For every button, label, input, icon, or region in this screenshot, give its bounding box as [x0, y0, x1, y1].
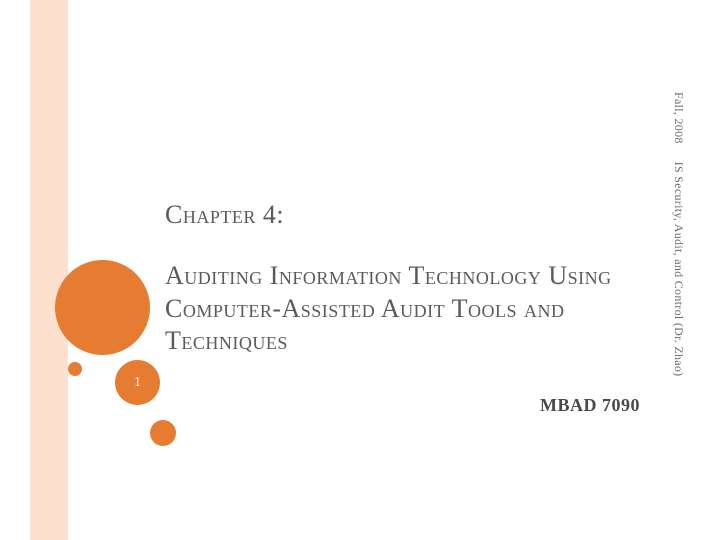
page-number-circle: 1: [115, 360, 160, 405]
chapter-label: Chapter 4:: [165, 200, 635, 230]
decorative-circle-small: [150, 420, 176, 446]
decorative-circle-large: [55, 260, 150, 355]
sidebar-course: IS Security, Audit, and Control (Dr. Zha…: [672, 162, 686, 377]
sidebar-term: Fall, 2008: [672, 92, 686, 144]
page-number: 1: [134, 375, 141, 391]
course-code: MBAD 7090: [540, 395, 640, 416]
decorative-stripe: [30, 0, 68, 540]
decorative-circle-tiny: [68, 362, 82, 376]
slide-title: Auditing Information Technology Using Co…: [165, 260, 635, 358]
title-block: Chapter 4: Auditing Information Technolo…: [165, 200, 635, 358]
sidebar-metadata: Fall, 2008 IS Security, Audit, and Contro…: [671, 92, 686, 376]
